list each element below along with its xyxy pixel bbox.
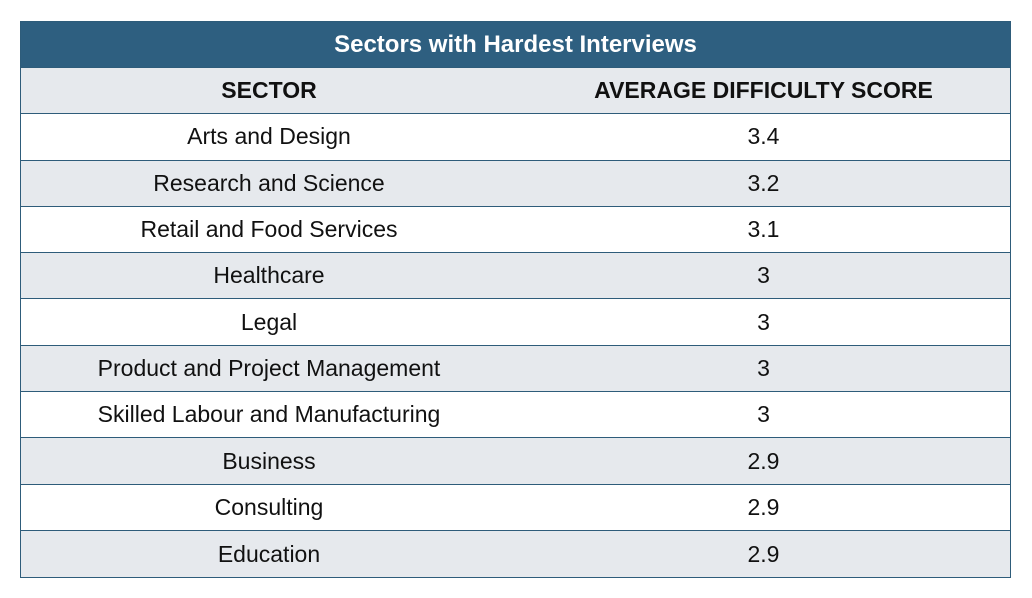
table-row: Education 2.9 — [21, 530, 1010, 578]
score-cell: 3 — [757, 262, 770, 289]
sector-cell: Consulting — [214, 493, 324, 520]
table-row: Skilled Labour and Manufacturing 3 — [21, 392, 1010, 439]
sector-cell: Business — [222, 447, 316, 474]
score-cell: 2.9 — [747, 493, 780, 520]
sector-cell: Product and Project Management — [97, 354, 441, 381]
difficulty-table: Sectors with Hardest Interviews SECTOR A… — [20, 21, 1011, 579]
sector-cell: Skilled Labour and Manufacturing — [97, 401, 441, 428]
column-header-sector: SECTOR — [221, 77, 317, 104]
table-row: Research and Science 3.2 — [21, 160, 1010, 207]
table-row: Consulting 2.9 — [21, 485, 1010, 531]
column-header-score: AVERAGE DIFFICULTY SCORE — [594, 77, 933, 104]
table-body: Arts and Design 3.4 Research and Science 3.… — [21, 114, 1010, 578]
sector-cell: Research and Science — [153, 169, 385, 196]
score-cell: 3.2 — [747, 169, 780, 196]
sector-cell: Arts and Design — [187, 123, 351, 150]
table-header-row: SECTOR AVERAGE DIFFICULTY SCORE — [21, 68, 1010, 115]
score-cell: 3 — [757, 354, 770, 381]
score-cell: 2.9 — [747, 540, 780, 567]
table-row: Legal 3 — [21, 299, 1010, 346]
score-cell: 3.1 — [747, 216, 780, 243]
score-cell: 3 — [757, 308, 770, 335]
score-cell: 3 — [757, 401, 770, 428]
table-row: Healthcare 3 — [21, 253, 1010, 300]
table-row: Business 2.9 — [21, 438, 1010, 485]
score-cell: 2.9 — [747, 447, 780, 474]
score-cell: 3.4 — [747, 123, 780, 150]
sector-cell: Legal — [240, 308, 298, 335]
table-row: Retail and Food Services 3.1 — [21, 207, 1010, 254]
sector-cell: Retail and Food Services — [140, 216, 398, 243]
sector-cell: Education — [217, 540, 321, 567]
table-row: Arts and Design 3.4 — [21, 114, 1010, 161]
sector-cell: Healthcare — [213, 262, 325, 289]
table-row: Product and Project Management 3 — [21, 345, 1010, 393]
table-title: Sectors with Hardest Interviews — [21, 22, 1010, 68]
